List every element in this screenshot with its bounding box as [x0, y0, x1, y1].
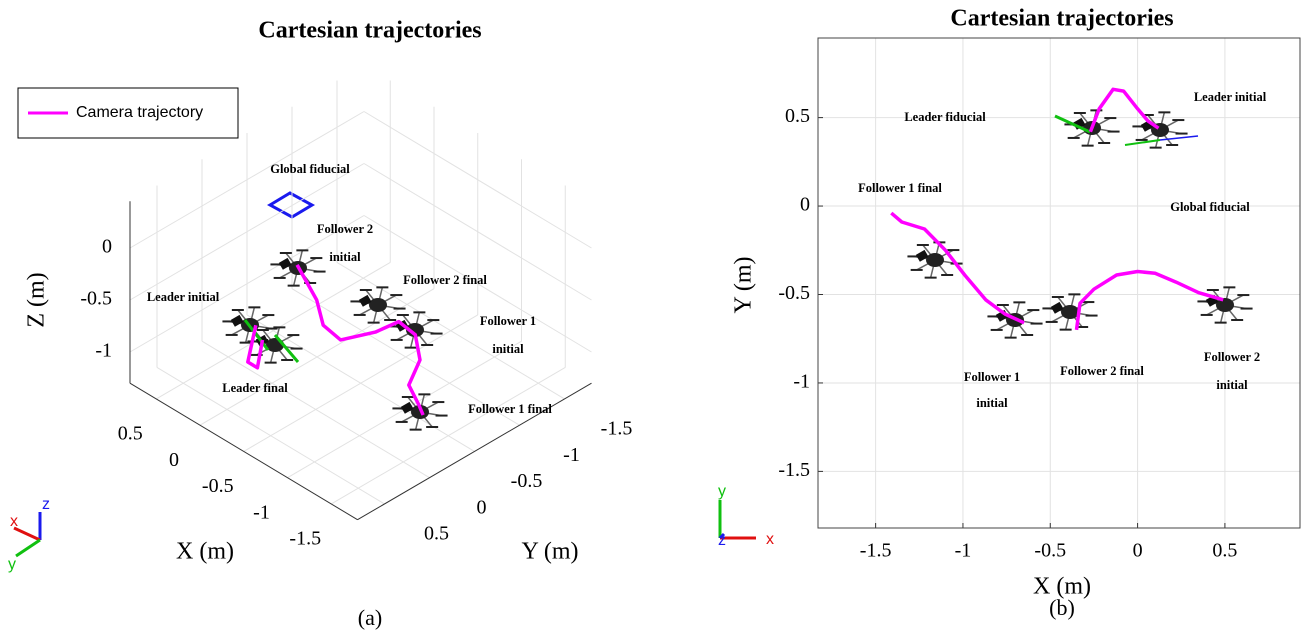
- grid-line: [156, 367, 385, 505]
- x-axis-line: [129, 382, 358, 521]
- y-tick-label: -1: [563, 444, 580, 466]
- leader-frame-axis: [273, 334, 300, 363]
- x-tick-label: -1.5: [289, 528, 321, 550]
- annotation: Leader initial: [1194, 90, 1267, 104]
- x-tick-label: 0.5: [1212, 540, 1237, 562]
- x-tick-label: 0: [1133, 540, 1143, 562]
- frame-triad: [13, 500, 756, 558]
- annotation: Follower 1: [964, 370, 1020, 384]
- x-tick-label: -0.5: [202, 475, 234, 497]
- legend-label: Camera trajectory: [76, 104, 203, 121]
- drone-body: [369, 298, 387, 312]
- leader-frame-axis: [243, 319, 270, 351]
- grid-line: [363, 163, 592, 301]
- annotation: Follower 1 final: [858, 181, 942, 195]
- y-tick-label: 0.5: [785, 105, 810, 127]
- annotation: Follower 1: [480, 314, 536, 328]
- z-tick-label: -0.5: [80, 288, 112, 310]
- drone-body: [406, 323, 424, 337]
- x-axis-label: X (m): [176, 539, 234, 565]
- grid-line: [246, 314, 475, 452]
- annotation: Leader fiducial: [904, 110, 986, 124]
- y-tick-label: -1.5: [601, 418, 633, 440]
- caption: (b): [1049, 595, 1075, 620]
- grid-line: [336, 262, 565, 400]
- y-tick-label: 0: [800, 194, 810, 216]
- drone-icon: [1132, 111, 1188, 149]
- y-tick-label: -1.5: [778, 459, 810, 481]
- global-fiducial: [266, 191, 316, 219]
- annotation: Global fiducial: [1170, 200, 1250, 214]
- trajectory-line: [246, 264, 425, 416]
- annotation: Leader final: [222, 381, 288, 395]
- leader-frame-axis: [1124, 139, 1161, 146]
- y-tick-label: -0.5: [511, 470, 543, 492]
- annotation: Global fiducial: [270, 162, 350, 176]
- axes-box: [817, 37, 1301, 529]
- y-axis-line: [357, 382, 592, 521]
- z-axis-label: Z (m): [24, 272, 50, 327]
- annotation: Leader initial: [147, 290, 220, 304]
- chart-title: Cartesian trajectories: [950, 6, 1173, 32]
- plot-area: [818, 38, 1300, 528]
- grid-line: [201, 340, 430, 479]
- y-axis-label: Y (m): [731, 256, 757, 313]
- x-tick-label: 0.5: [118, 423, 143, 445]
- frame-label: z: [42, 496, 50, 513]
- z-tick-label: 0: [102, 236, 112, 258]
- y-axis-label: Y (m): [521, 539, 578, 565]
- frame-label: x: [10, 513, 18, 530]
- annotation: initial: [1216, 378, 1248, 392]
- frame-label: x: [766, 531, 774, 548]
- grid-line: [129, 111, 365, 249]
- drone-camera: [400, 401, 414, 414]
- leader-frame-axis: [1054, 114, 1091, 134]
- drone-camera: [1050, 301, 1064, 314]
- frame-label: y: [718, 483, 726, 500]
- drone-camera: [230, 314, 244, 327]
- x-axis-label: X (m): [1033, 574, 1091, 600]
- x-tick-label: -1: [955, 540, 972, 562]
- grid-line: [363, 215, 592, 353]
- y-tick-label: -0.5: [778, 282, 810, 304]
- drone-icon: [907, 241, 963, 279]
- annotation: initial: [492, 342, 524, 356]
- grid-line: [291, 288, 520, 426]
- drone-body: [1061, 305, 1079, 319]
- y-tick-label: -1: [793, 371, 810, 393]
- grid-line: [129, 163, 365, 301]
- caption: (a): [358, 605, 382, 630]
- drone-camera: [358, 294, 372, 307]
- annotation: Follower 2: [317, 222, 373, 236]
- annotation: initial: [976, 396, 1008, 410]
- trajectory-line: [890, 87, 1224, 331]
- drone-icon: [350, 286, 406, 324]
- drone-body: [926, 253, 944, 267]
- drone-camera: [915, 249, 929, 262]
- drone-icon: [1042, 293, 1098, 331]
- annotation: Follower 1 final: [468, 402, 552, 416]
- leader-frame-axis: [1159, 135, 1199, 141]
- x-tick-label: -1: [253, 501, 270, 523]
- frame-label: y: [8, 556, 16, 573]
- x-tick-label: -1.5: [860, 540, 892, 562]
- drone-body: [1216, 298, 1234, 312]
- annotation: Follower 2 final: [403, 273, 487, 287]
- chart-title: Cartesian trajectories: [258, 18, 481, 44]
- x-tick-label: -0.5: [1034, 540, 1066, 562]
- drone-camera: [278, 257, 292, 270]
- x-tick-label: 0: [169, 449, 179, 471]
- annotation: Follower 2: [1204, 350, 1260, 364]
- y-tick-label: 0: [477, 496, 487, 518]
- y-tick-label: 0.5: [424, 523, 449, 545]
- annotation: Follower 2 final: [1060, 364, 1144, 378]
- grid-line: [363, 111, 592, 249]
- grid-line: [129, 215, 365, 353]
- frame-label: z: [718, 532, 726, 549]
- annotation: initial: [329, 250, 361, 264]
- z-tick-label: -1: [95, 340, 112, 362]
